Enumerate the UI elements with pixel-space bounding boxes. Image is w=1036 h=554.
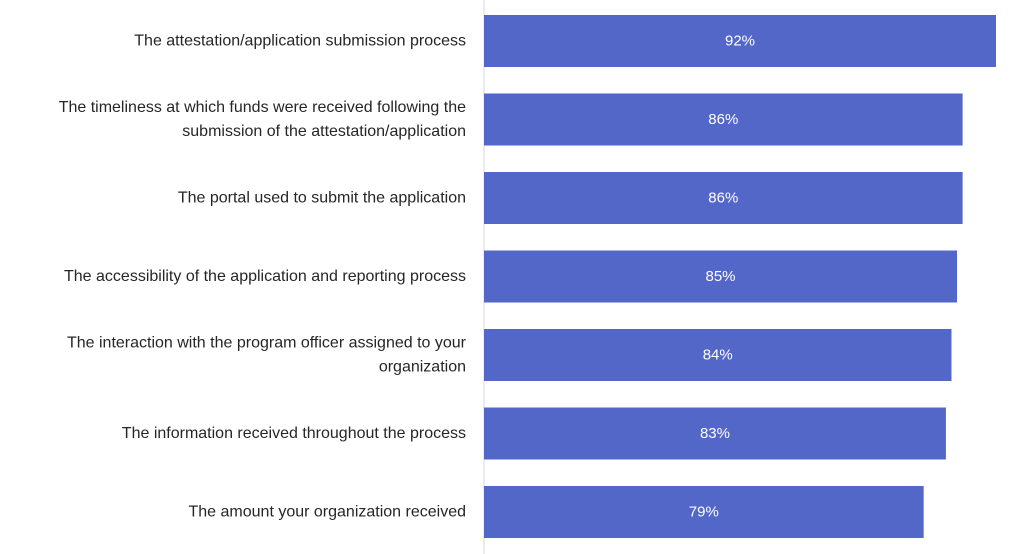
category-label-line: The information received throughout the …: [122, 425, 466, 442]
bar-value-label: 86%: [708, 111, 738, 128]
category-label-line: submission of the attestation/applicatio…: [182, 123, 466, 140]
bar-value-label: 92%: [725, 33, 755, 50]
category-label: The interaction with the program officer…: [67, 335, 467, 376]
bar-value-label: 84%: [703, 347, 733, 364]
category-label-line: The portal used to submit the applicatio…: [178, 190, 466, 207]
category-label: The accessibility of the application and…: [64, 268, 466, 285]
bar: [484, 15, 996, 67]
bar: [484, 329, 952, 381]
bars-group: 92% 86% 86% 85% 84% 83% 79%: [484, 15, 996, 538]
bar-value-label: 83%: [700, 425, 730, 442]
category-label: The amount your organization received: [189, 504, 467, 521]
category-label-line: The timeliness at which funds were recei…: [59, 99, 466, 116]
category-label-line: The amount your organization received: [189, 504, 467, 521]
bar: [484, 486, 924, 538]
category-label-line: The accessibility of the application and…: [64, 268, 466, 285]
bar-value-label: 79%: [689, 504, 719, 521]
bar-value-label: 86%: [708, 190, 738, 207]
category-label: The timeliness at which funds were recei…: [59, 99, 466, 140]
category-label-line: The interaction with the program officer…: [67, 335, 467, 352]
category-label-line: organization: [379, 359, 466, 376]
category-label: The attestation/application submission p…: [134, 33, 466, 50]
bar: [484, 407, 946, 460]
bar: [484, 250, 958, 303]
category-label: The information received throughout the …: [122, 425, 466, 442]
category-labels-group: The attestation/application submission p…: [59, 33, 467, 521]
category-label: The portal used to submit the applicatio…: [178, 190, 466, 207]
category-label-line: The attestation/application submission p…: [134, 33, 466, 50]
bar-value-label: 85%: [706, 268, 736, 285]
bar: [484, 93, 963, 146]
bar: [484, 172, 963, 224]
